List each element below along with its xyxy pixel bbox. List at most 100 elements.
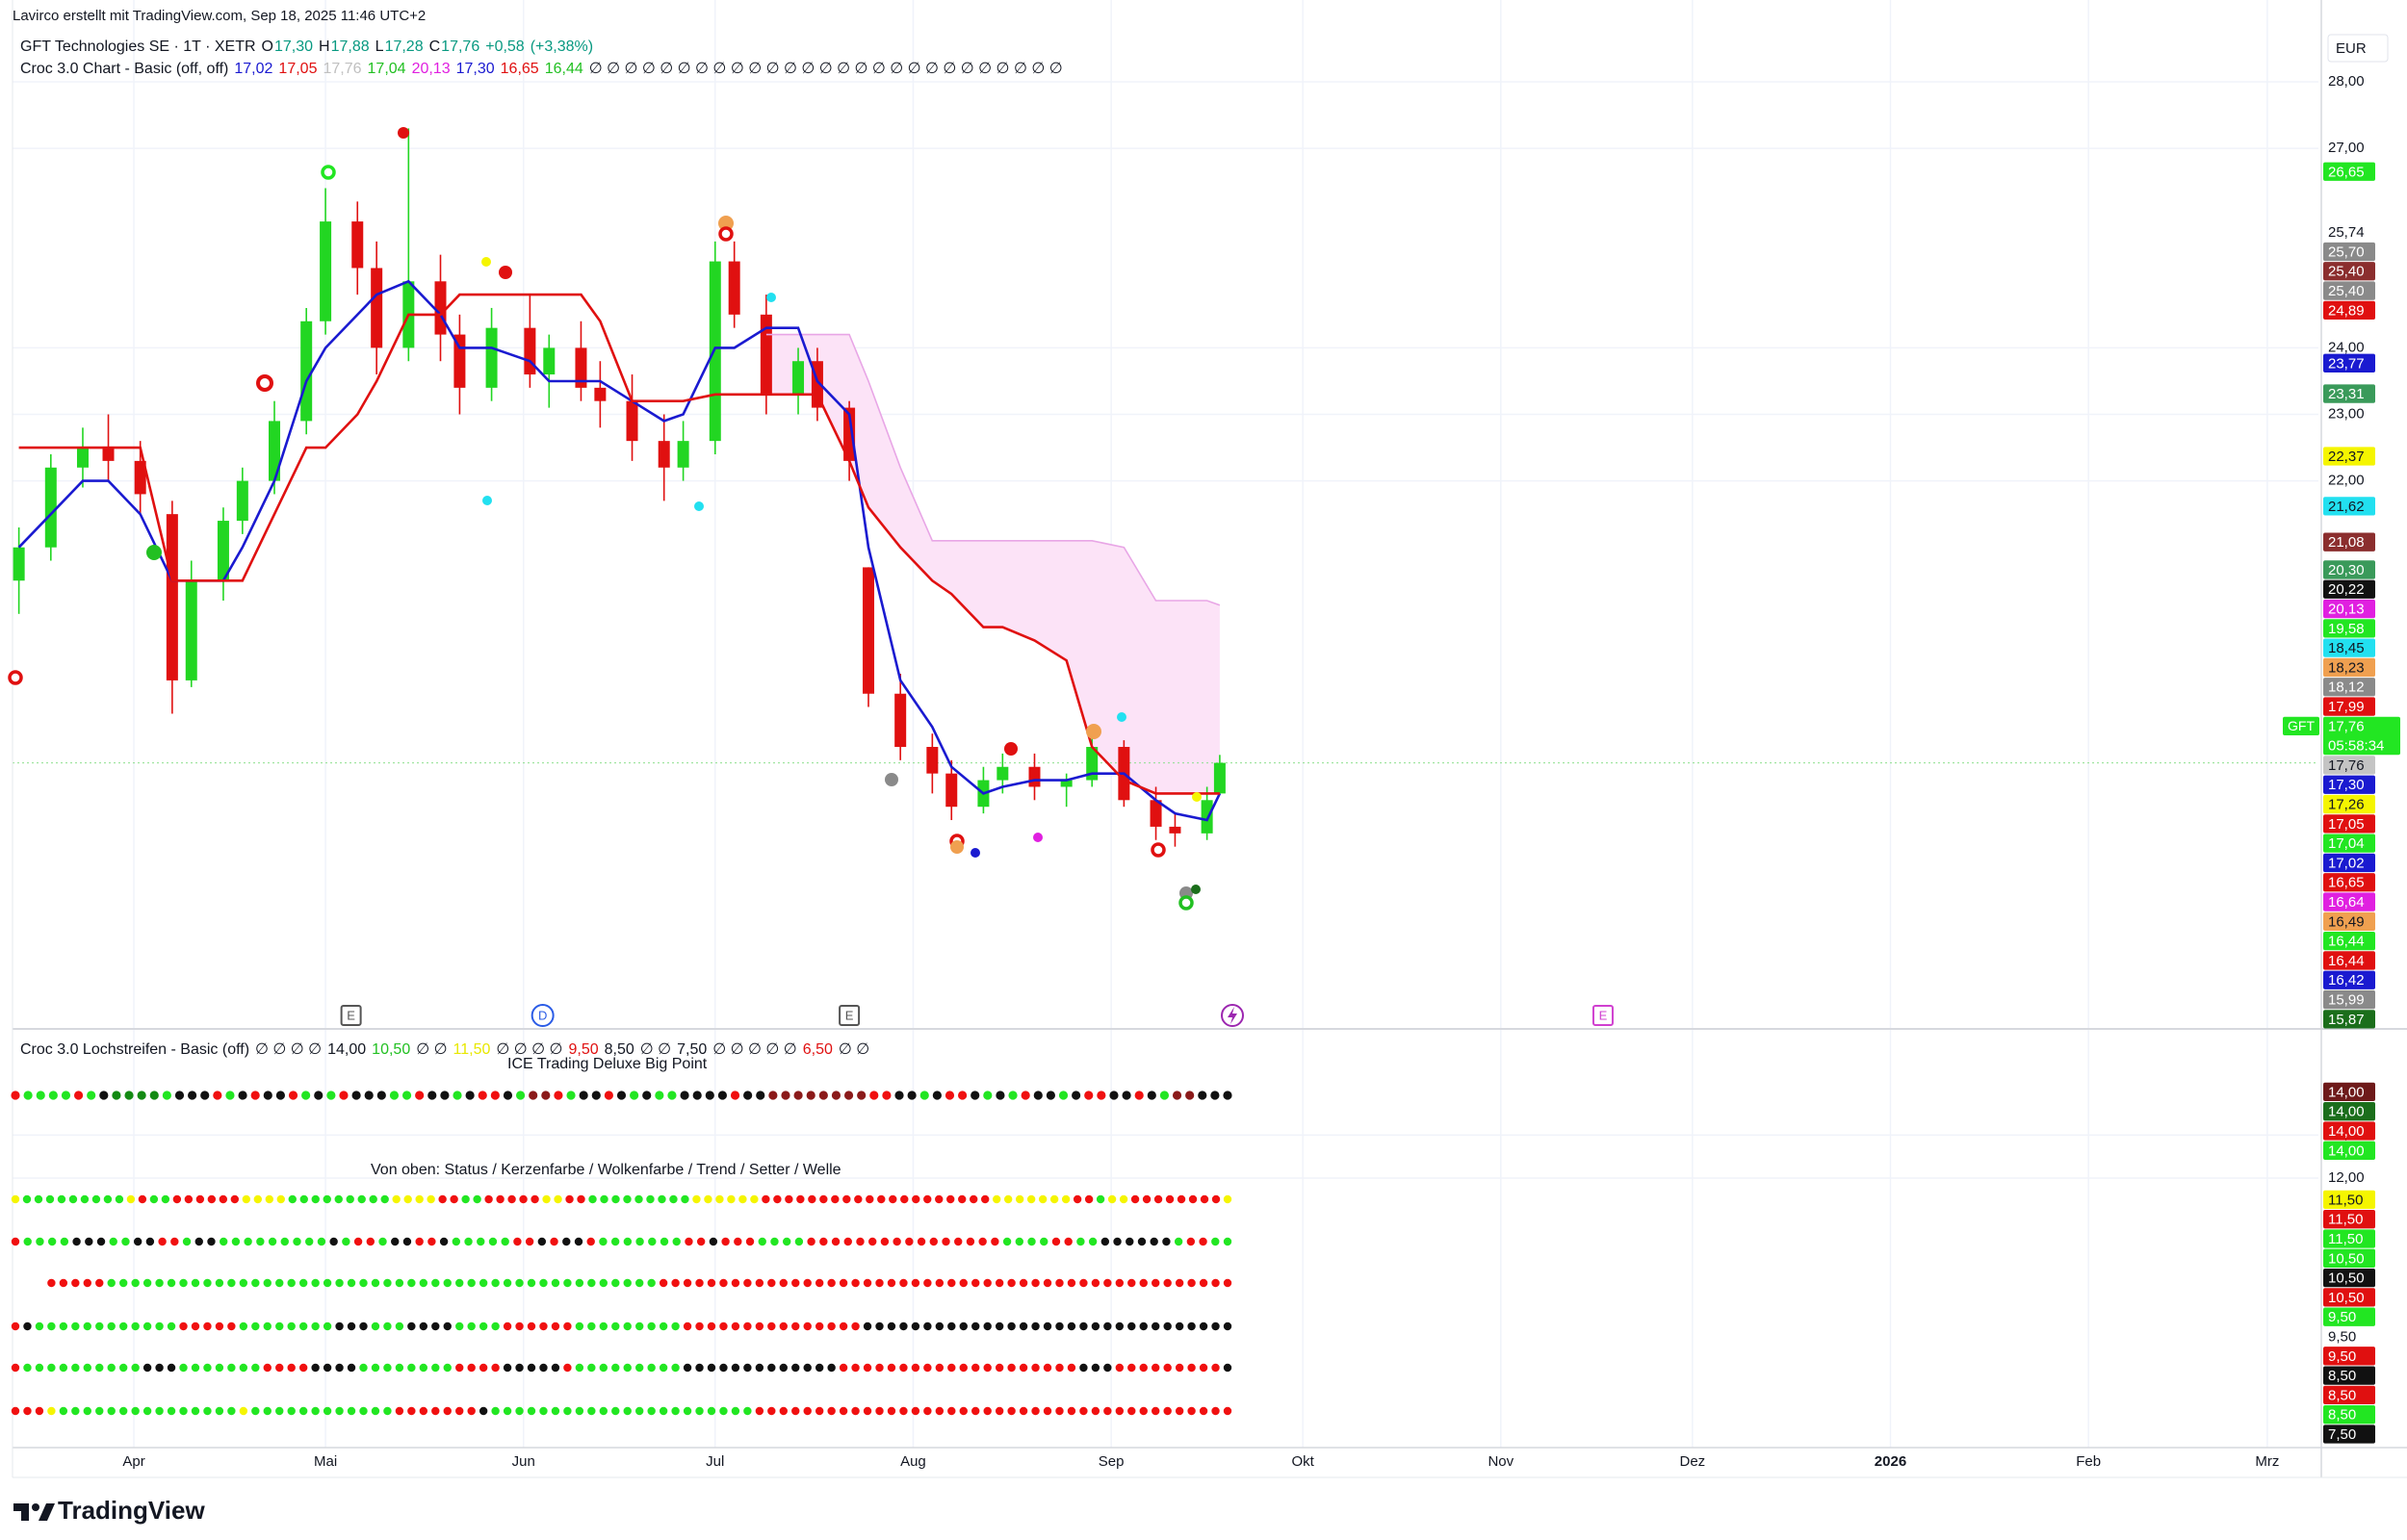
signal-ring	[1178, 895, 1194, 911]
dot	[501, 1237, 509, 1246]
lightning-event[interactable]	[1221, 1004, 1244, 1027]
event-box	[1592, 1005, 1614, 1026]
dot	[731, 1363, 740, 1373]
dot	[542, 1194, 551, 1204]
dot	[326, 1091, 336, 1100]
dot	[911, 1278, 920, 1288]
dot	[1153, 1194, 1163, 1204]
dot	[1061, 1194, 1071, 1204]
dot	[995, 1406, 1004, 1416]
dot	[431, 1278, 440, 1288]
dot	[707, 1406, 716, 1416]
dot	[389, 1091, 400, 1100]
dot	[527, 1363, 536, 1373]
dot	[1127, 1406, 1136, 1416]
legend-value: 8,50	[604, 1041, 634, 1058]
dot	[59, 1406, 68, 1416]
dot	[47, 1278, 56, 1288]
dot	[843, 1237, 852, 1246]
dot	[954, 1237, 963, 1246]
dot	[131, 1322, 140, 1331]
dot	[996, 1091, 1005, 1100]
indicator-title[interactable]: Croc 3.0 Chart - Basic (off, off)	[20, 61, 229, 77]
x-tick-label: 2026	[1875, 1453, 1906, 1470]
dot	[959, 1278, 968, 1288]
dot	[298, 1322, 308, 1331]
dot	[899, 1406, 908, 1416]
dot	[1073, 1194, 1082, 1204]
signal-markers	[8, 127, 1202, 911]
dot	[1043, 1406, 1052, 1416]
indicator-legend: Croc 3.0 Chart - Basic (off, off) 17,02 17…	[20, 59, 1069, 78]
dot	[981, 1194, 990, 1204]
dot	[541, 1091, 551, 1100]
dot	[142, 1406, 152, 1416]
dot	[80, 1194, 90, 1204]
lower-title[interactable]: Croc 3.0 Lochstreifen - Basic (off)	[20, 1041, 250, 1058]
candle-body	[658, 441, 670, 468]
dot	[115, 1194, 124, 1204]
price-label: 19,58	[2328, 621, 2365, 637]
dot	[959, 1406, 968, 1416]
dot	[730, 1091, 740, 1100]
dot	[323, 1363, 332, 1373]
dot	[755, 1322, 764, 1331]
candle-body	[1150, 800, 1162, 827]
price-label-box	[2323, 599, 2375, 619]
dot	[263, 1322, 272, 1331]
candle-body	[134, 460, 146, 495]
candle-body	[1060, 780, 1073, 787]
dot	[479, 1322, 488, 1331]
dot	[527, 1406, 536, 1416]
dot	[1175, 1322, 1184, 1331]
signal-dot	[718, 216, 734, 231]
dot	[191, 1278, 200, 1288]
price-label: 25,40	[2328, 283, 2365, 299]
x-tick-label: Mai	[314, 1453, 337, 1470]
currency-box[interactable]	[2327, 34, 2389, 63]
dot	[23, 1406, 32, 1416]
dot	[323, 1194, 331, 1204]
dot	[1187, 1322, 1196, 1331]
dot	[887, 1322, 896, 1331]
symbol[interactable]: GFT Technologies SE · 1T · XETR	[20, 38, 256, 55]
dot	[1187, 1406, 1196, 1416]
event-marker[interactable]: D	[531, 1004, 555, 1027]
event-label: E	[845, 1008, 854, 1022]
lightning-icon	[1228, 1007, 1237, 1024]
dot	[87, 1091, 96, 1100]
dot	[342, 1237, 350, 1246]
price-label: 17,30	[2328, 777, 2365, 793]
dot	[256, 1237, 265, 1246]
dot	[467, 1406, 476, 1416]
dot	[819, 1194, 828, 1204]
dot	[971, 1363, 980, 1373]
signal-dot	[1191, 885, 1201, 894]
dot	[419, 1322, 428, 1331]
dot	[767, 1406, 776, 1416]
event-marker[interactable]: E	[340, 1005, 362, 1026]
event-marker[interactable]: E	[1592, 1005, 1614, 1026]
dot	[911, 1363, 920, 1373]
ohlc-name: C	[428, 38, 441, 55]
dot	[659, 1322, 668, 1331]
dot	[923, 1363, 932, 1373]
dot	[727, 1194, 736, 1204]
dot	[107, 1363, 116, 1373]
event-marker[interactable]: E	[839, 1005, 861, 1026]
dot	[227, 1406, 236, 1416]
dot	[335, 1363, 344, 1373]
dot	[623, 1194, 632, 1204]
dot	[565, 1194, 574, 1204]
dot	[1015, 1194, 1024, 1204]
candle-body	[371, 268, 383, 348]
dot	[263, 1091, 272, 1100]
lower-legend: Croc 3.0 Lochstreifen - Basic (off) ∅ ∅ ∅…	[20, 1040, 875, 1059]
dot	[717, 1091, 728, 1100]
dot	[47, 1322, 56, 1331]
dot	[587, 1278, 596, 1288]
dot	[854, 1194, 863, 1204]
dot	[947, 1406, 956, 1416]
dot	[659, 1406, 668, 1416]
dot	[149, 1091, 159, 1100]
